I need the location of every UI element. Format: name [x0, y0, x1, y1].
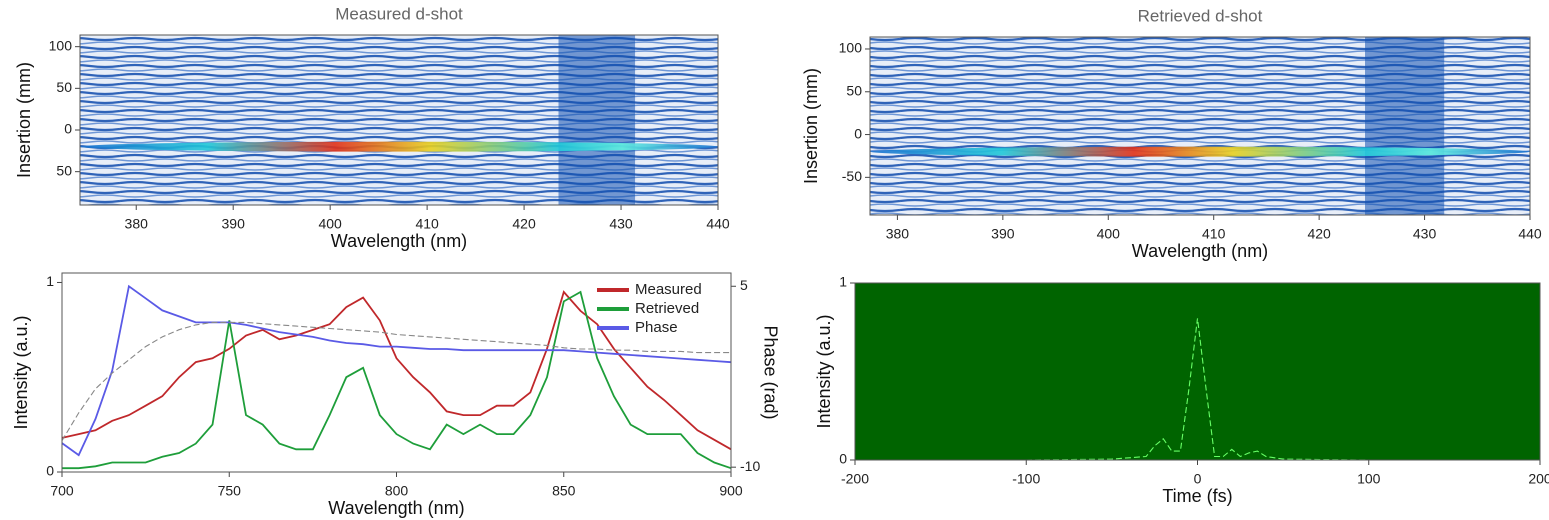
data-line: [61, 290, 732, 451]
y-tick-label: 100: [839, 40, 863, 56]
plot-frame: [869, 36, 1531, 216]
y-tick-label: 0: [854, 125, 862, 141]
legend-label: Retrieved: [635, 300, 699, 317]
chart-title: Measured d-shot: [335, 4, 463, 23]
y-tick-label: 50: [56, 79, 72, 95]
data-line: [61, 321, 731, 441]
x-tick-label: 100: [1357, 471, 1381, 487]
y-axis-label: Intensity (a.u.): [814, 314, 834, 428]
plot-background: [855, 283, 1540, 460]
heatmap-shade: [558, 35, 636, 205]
legend-label: Phase: [635, 319, 678, 336]
x-axis-label: Wavelength (nm): [331, 231, 467, 251]
y-tick-label: 1: [839, 274, 847, 290]
x-tick-label: 750: [218, 483, 242, 499]
data-line: [855, 318, 1540, 461]
x-tick-label: 430: [1413, 226, 1437, 242]
x-tick-label: 390: [222, 216, 246, 232]
x-tick-label: 430: [609, 216, 633, 232]
x-tick-label: 440: [1518, 226, 1542, 242]
x-tick-label: 850: [552, 483, 576, 499]
y-axis-label: Intensity (a.u.): [11, 315, 31, 429]
plot-frame: [61, 272, 732, 473]
x-axis-label: Wavelength (nm): [328, 498, 464, 518]
x-tick-label: 420: [512, 216, 536, 232]
plot-frame: [79, 34, 719, 206]
y-tick-label: 0: [46, 463, 54, 479]
legend-label: Measured: [635, 281, 702, 298]
y-tick-label: 50: [846, 82, 862, 98]
x-axis-label: Wavelength (nm): [1132, 241, 1268, 261]
plot-frame: [854, 282, 1541, 461]
x-tick-label: -100: [1012, 471, 1040, 487]
x-tick-label: 410: [1202, 226, 1226, 242]
x-tick-label: 390: [991, 226, 1015, 242]
heatmap-band: [870, 146, 1530, 157]
data-line: [62, 290, 732, 470]
x-tick-label: 700: [50, 483, 74, 499]
x-tick-label: 440: [706, 216, 730, 232]
y-tick-label: -50: [842, 168, 862, 184]
x-tick-label: -200: [841, 471, 869, 487]
y-tick-label: 1: [46, 273, 54, 289]
data-line: [61, 284, 732, 457]
y-tick-label: 0: [839, 451, 847, 467]
y2-tick-label: 5: [740, 277, 748, 293]
heatmap-shade: [1365, 37, 1445, 215]
y-tick-label: 50: [56, 162, 72, 178]
x-tick-label: 400: [1097, 226, 1121, 242]
y-tick-label: 100: [49, 37, 73, 53]
x-tick-label: 410: [415, 216, 439, 232]
x-tick-label: 800: [385, 483, 409, 499]
chart-title: Retrieved d-shot: [1138, 6, 1263, 25]
x-tick-label: 0: [1194, 471, 1202, 487]
x-tick-label: 900: [719, 483, 743, 499]
y2-axis-label: Phase (rad): [760, 325, 780, 419]
x-axis-label: Time (fs): [1162, 486, 1232, 506]
x-tick-label: 400: [318, 216, 342, 232]
heatmap-band: [80, 141, 718, 152]
y-axis-label: Insertion (mm): [14, 62, 34, 178]
x-tick-label: 200: [1528, 471, 1549, 487]
x-tick-label: 420: [1307, 226, 1331, 242]
x-tick-label: 380: [125, 216, 149, 232]
x-tick-label: 380: [886, 226, 910, 242]
y-axis-label: Insertion (mm): [801, 68, 821, 184]
y2-tick-label: -10: [740, 458, 760, 474]
y-tick-label: 0: [64, 121, 72, 137]
